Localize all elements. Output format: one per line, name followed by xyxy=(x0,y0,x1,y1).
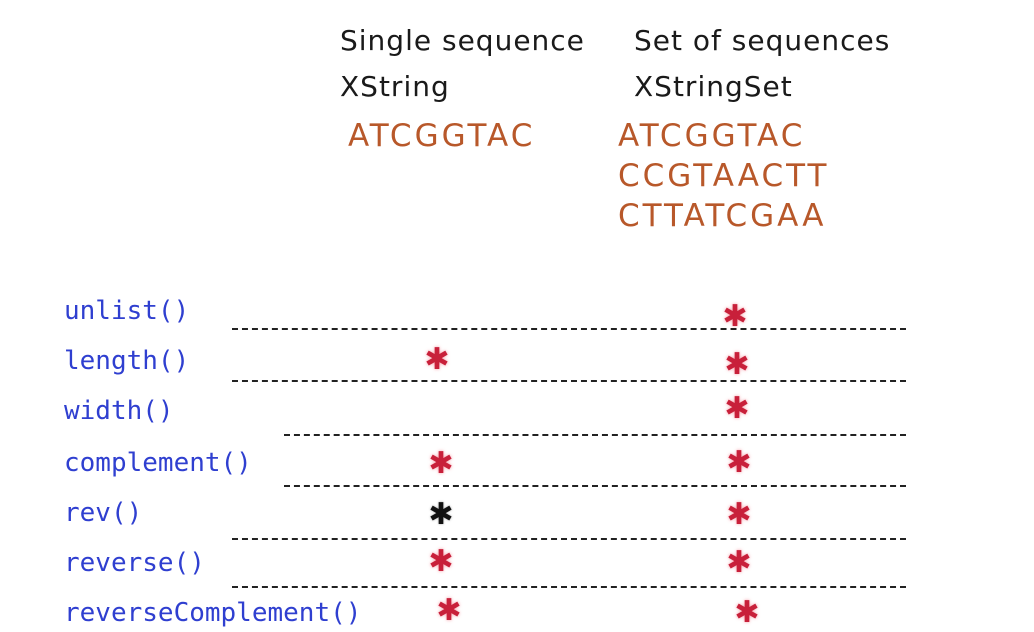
row-separator-line xyxy=(232,538,906,540)
function-label-length: length() xyxy=(64,346,190,376)
single-sequence-value: ATCGGTAC xyxy=(348,118,536,154)
mark-set-rev: ✱ xyxy=(726,497,752,532)
single-sequence-title: Single sequence xyxy=(340,24,585,57)
set-of-sequences-title: Set of sequences xyxy=(634,24,891,57)
row-separator-line xyxy=(232,586,906,588)
mark-set-reversecomplement: ✱ xyxy=(734,595,760,630)
set-sequence-1: ATCGGTAC xyxy=(618,118,806,154)
mark-set-reverse: ✱ xyxy=(726,545,752,580)
set-sequence-3: CTTATCGAA xyxy=(618,198,827,234)
function-label-reverse: reverse() xyxy=(64,548,205,578)
xstring-type-label: XString xyxy=(340,70,450,103)
row-separator-line xyxy=(284,434,906,436)
function-label-reversecomplement: reverseComplement() xyxy=(64,598,362,628)
row-separator-line xyxy=(232,328,906,330)
row-separator-line xyxy=(284,485,906,487)
xstringset-type-label: XStringSet xyxy=(634,70,793,103)
row-separator-line xyxy=(232,380,906,382)
mark-single-complement: ✱ xyxy=(428,446,454,481)
mark-single-reverse: ✱ xyxy=(428,544,454,579)
mark-single-length: ✱ xyxy=(424,342,450,377)
function-label-rev: rev() xyxy=(64,498,143,528)
mark-set-width: ✱ xyxy=(724,391,750,426)
mark-set-length: ✱ xyxy=(724,347,750,382)
function-label-unlist: unlist() xyxy=(64,296,190,326)
mark-set-unlist: ✱ xyxy=(722,299,748,334)
set-sequence-2: CCGTAACTT xyxy=(618,158,830,194)
mark-single-reversecomplement: ✱ xyxy=(436,593,462,628)
function-label-width: width() xyxy=(64,396,174,426)
mark-single-rev: ✱ xyxy=(428,497,454,532)
function-label-complement: complement() xyxy=(64,448,252,478)
mark-set-complement: ✱ xyxy=(726,445,752,480)
